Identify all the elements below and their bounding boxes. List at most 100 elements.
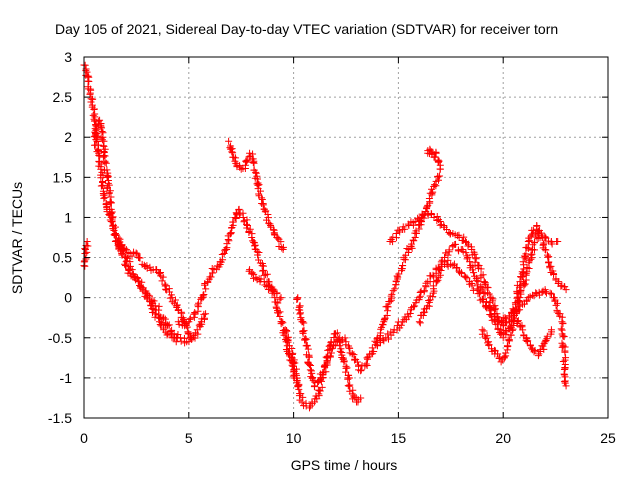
data-point bbox=[544, 259, 552, 267]
data-point bbox=[302, 342, 310, 350]
data-point bbox=[562, 286, 570, 294]
data-point bbox=[392, 229, 400, 237]
data-point bbox=[202, 285, 210, 293]
data-point bbox=[384, 303, 392, 311]
data-point bbox=[509, 321, 517, 329]
data-point bbox=[399, 225, 407, 233]
data-point bbox=[155, 318, 163, 326]
data-point bbox=[197, 318, 205, 326]
data-point bbox=[155, 270, 163, 278]
data-point bbox=[379, 321, 387, 329]
data-point bbox=[96, 116, 104, 124]
data-point bbox=[89, 95, 97, 103]
data-point bbox=[352, 398, 360, 406]
data-point bbox=[300, 319, 308, 327]
x-tick-label: 25 bbox=[600, 430, 616, 446]
data-point bbox=[108, 218, 116, 226]
data-point bbox=[405, 246, 413, 254]
data-point bbox=[432, 278, 440, 286]
y-tick-label: 0.5 bbox=[53, 250, 73, 266]
data-point bbox=[434, 276, 442, 284]
points-layer bbox=[80, 61, 570, 412]
data-point bbox=[486, 303, 494, 311]
data-point bbox=[318, 383, 326, 391]
data-point bbox=[481, 290, 489, 298]
data-point bbox=[425, 297, 433, 305]
data-point bbox=[284, 338, 292, 346]
data-point bbox=[184, 329, 192, 337]
data-point bbox=[541, 338, 549, 346]
data-point bbox=[97, 165, 105, 173]
data-point bbox=[231, 157, 239, 165]
data-point bbox=[348, 390, 356, 398]
data-point bbox=[411, 217, 419, 225]
data-point bbox=[258, 195, 266, 203]
data-point bbox=[412, 299, 420, 307]
data-point bbox=[279, 319, 287, 327]
data-point bbox=[162, 282, 170, 290]
data-point bbox=[544, 253, 552, 261]
data-point bbox=[462, 249, 470, 257]
data-point bbox=[513, 305, 521, 313]
data-point bbox=[102, 200, 110, 208]
data-point bbox=[250, 157, 258, 165]
data-point bbox=[386, 238, 394, 246]
data-point bbox=[541, 234, 549, 241]
data-point bbox=[480, 289, 488, 297]
data-point bbox=[457, 246, 465, 254]
data-point bbox=[535, 229, 543, 237]
data-point bbox=[517, 273, 525, 281]
data-point bbox=[382, 334, 390, 342]
data-point bbox=[109, 221, 117, 229]
data-point bbox=[457, 270, 465, 278]
data-point bbox=[134, 278, 142, 286]
data-point bbox=[380, 318, 388, 326]
y-tick-label: 1 bbox=[64, 209, 72, 225]
data-point bbox=[118, 246, 126, 254]
data-point bbox=[429, 282, 437, 290]
data-point bbox=[424, 209, 432, 217]
data-point bbox=[242, 157, 250, 165]
data-point bbox=[90, 141, 98, 149]
data-point bbox=[165, 321, 173, 329]
data-point bbox=[417, 213, 425, 221]
data-point bbox=[295, 306, 303, 314]
data-point bbox=[95, 149, 103, 157]
data-point bbox=[472, 255, 480, 263]
data-point bbox=[98, 128, 106, 136]
data-point bbox=[495, 317, 503, 325]
data-point bbox=[100, 151, 108, 159]
data-point bbox=[168, 334, 176, 342]
data-point bbox=[343, 364, 351, 372]
data-point bbox=[259, 201, 267, 209]
data-point bbox=[101, 157, 109, 165]
data-point bbox=[336, 334, 344, 342]
data-point bbox=[522, 250, 530, 258]
data-point bbox=[255, 181, 263, 189]
data-point bbox=[559, 332, 567, 340]
data-point bbox=[443, 225, 451, 233]
data-point bbox=[522, 270, 530, 278]
data-point bbox=[550, 270, 558, 278]
data-point bbox=[306, 402, 314, 410]
data-point bbox=[245, 229, 253, 237]
data-point bbox=[391, 285, 399, 293]
data-point bbox=[246, 266, 254, 274]
data-point bbox=[418, 210, 426, 218]
data-point bbox=[237, 165, 245, 173]
data-point bbox=[293, 296, 301, 304]
data-point bbox=[466, 278, 474, 286]
series-arc-11 bbox=[387, 207, 511, 329]
data-point bbox=[507, 331, 515, 339]
data-point bbox=[107, 199, 115, 207]
data-point bbox=[195, 299, 203, 307]
data-point bbox=[194, 330, 202, 338]
data-point bbox=[207, 273, 215, 281]
data-point bbox=[273, 234, 281, 241]
data-point bbox=[342, 338, 350, 346]
data-point bbox=[301, 336, 309, 344]
data-point bbox=[524, 294, 532, 302]
data-point bbox=[149, 266, 157, 274]
data-point bbox=[201, 314, 209, 322]
data-point bbox=[227, 145, 235, 153]
